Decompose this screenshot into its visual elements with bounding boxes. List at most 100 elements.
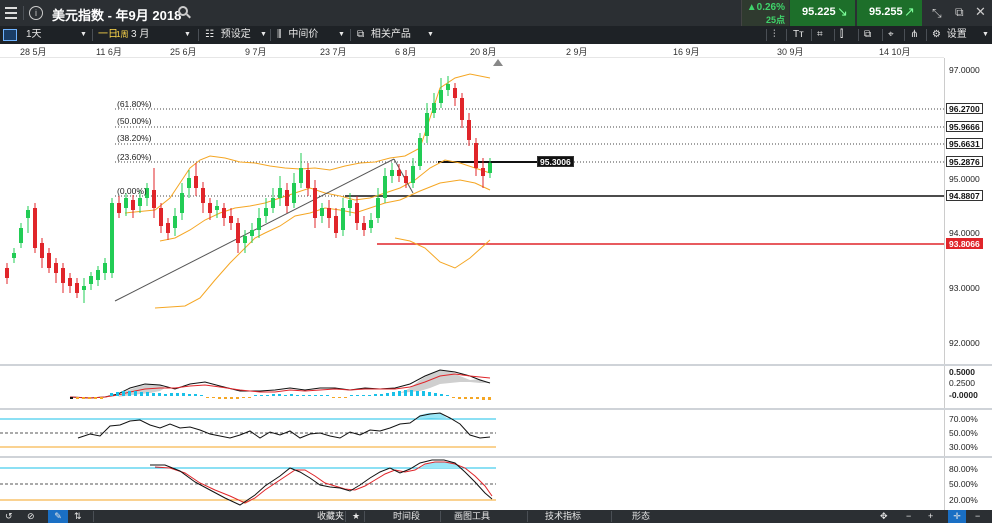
- candle-body: [33, 208, 37, 248]
- macd-bar: [146, 392, 149, 396]
- candle-body: [54, 263, 58, 273]
- popout-icon[interactable]: ⧉: [955, 5, 964, 19]
- candle-body: [138, 198, 142, 206]
- indicators-tab[interactable]: 技术指标: [545, 511, 582, 521]
- settings-label: 设置: [946, 29, 967, 40]
- related-icon: ⧉: [357, 29, 365, 40]
- favorites-tab[interactable]: 收藏夹: [317, 511, 345, 521]
- copy-icon[interactable]: ⧉: [864, 29, 872, 40]
- star-icon[interactable]: ★: [352, 511, 361, 521]
- info-icon[interactable]: i: [29, 6, 43, 20]
- patterns-tab[interactable]: 形态: [632, 511, 651, 521]
- settings-button[interactable]: ⚙ 设置: [932, 26, 967, 44]
- pencil-icon[interactable]: ✎: [48, 510, 68, 523]
- candle-body: [208, 203, 212, 213]
- candle-body: [467, 120, 471, 140]
- macd-bar: [428, 392, 431, 396]
- stochastic-pane: [0, 459, 496, 506]
- macd-bar: [380, 394, 383, 396]
- undo-icon[interactable]: ↺: [5, 511, 13, 521]
- candle-body: [5, 268, 9, 278]
- crosshair-icon[interactable]: ✛: [948, 510, 966, 523]
- candle-body: [383, 176, 387, 198]
- zoom-in-icon[interactable]: +: [928, 511, 934, 521]
- chevron-down-icon[interactable]: ▼: [982, 31, 989, 38]
- related-products-select[interactable]: ⧉ 相关产品 ▼: [357, 26, 435, 44]
- price-type-select[interactable]: ⫼ 中间价 ▼: [277, 26, 347, 44]
- candle-body: [19, 228, 23, 243]
- close-icon[interactable]: ✕: [975, 4, 986, 19]
- candle-body: [124, 198, 128, 208]
- candle-body: [243, 236, 247, 243]
- price-type-icon: ⫼: [277, 29, 282, 40]
- presets-select[interactable]: ☷ 预设定 ▼: [205, 26, 267, 44]
- move-icon[interactable]: ✥: [880, 511, 888, 521]
- macd-bar: [332, 397, 335, 398]
- zoom-out-icon[interactable]: −: [906, 511, 912, 521]
- macd-bar: [82, 397, 85, 399]
- macd-bar: [434, 393, 437, 396]
- stochastic-tick: 80.00%: [949, 464, 978, 474]
- macd-bar: [314, 395, 317, 396]
- macd-bar: [236, 397, 239, 399]
- macd-bar: [224, 397, 227, 399]
- range-day-button[interactable]: 一日: [98, 29, 118, 40]
- range-week-button[interactable]: 1周: [116, 30, 129, 39]
- macd-bar: [218, 397, 221, 399]
- sell-button[interactable]: 95.225 ↘: [790, 0, 855, 26]
- range-month-select[interactable]: 3 月 ▼: [131, 26, 193, 44]
- candle-body: [453, 88, 457, 98]
- menu-icon[interactable]: [5, 7, 17, 19]
- range-month-label: 3 月: [131, 29, 150, 40]
- candle-body: [446, 84, 450, 90]
- fib-price-tag: 95.6631: [946, 138, 983, 149]
- candle-body: [152, 190, 156, 208]
- timeframe-select[interactable]: 1天 ▼: [26, 26, 90, 44]
- candle-body: [362, 223, 366, 230]
- candle-body: [439, 90, 443, 103]
- zoom-out-icon[interactable]: −: [975, 511, 981, 521]
- ban-icon[interactable]: ⊘: [27, 511, 35, 521]
- macd-bar: [482, 397, 485, 400]
- macd-bar: [302, 395, 305, 396]
- date-label: 28 5月: [20, 47, 47, 57]
- search-icon[interactable]: [178, 6, 188, 16]
- candle-body: [292, 183, 296, 203]
- candle-body: [411, 166, 415, 183]
- chart-type-icon[interactable]: ⫿: [840, 29, 844, 40]
- chart-canvas[interactable]: [0, 58, 944, 510]
- change-points: 25点: [765, 15, 785, 25]
- cursor-icon[interactable]: ⇅: [74, 511, 82, 521]
- font-size-icon[interactable]: Tт: [793, 29, 804, 40]
- timeframe-tab[interactable]: 时间段: [393, 511, 421, 521]
- collapse-icon[interactable]: ⤡: [932, 6, 942, 20]
- date-label: 25 6月: [170, 47, 197, 57]
- layout-icon[interactable]: [3, 29, 17, 41]
- macd-bar: [116, 392, 119, 396]
- timeframe-label: 1天: [26, 29, 42, 40]
- date-label: 2 9月: [566, 47, 588, 57]
- candle-body: [488, 163, 492, 173]
- bars-icon[interactable]: ⫶: [773, 29, 776, 40]
- date-label: 30 9月: [777, 47, 804, 57]
- price-line-label[interactable]: 95.3006: [537, 156, 574, 167]
- trend-up-icon: ↘: [837, 4, 848, 19]
- price-tick: 92.0000: [949, 338, 980, 348]
- chart-area[interactable]: (61.80%) (50.00%) (38.20%) (23.60%) (0.0…: [0, 58, 944, 510]
- candle-body: [187, 178, 191, 188]
- macd-bar: [488, 397, 491, 400]
- crosshair-icon[interactable]: ⌖: [888, 29, 894, 40]
- stochastic-tick: 50.00%: [949, 479, 978, 489]
- chevron-down-icon: ▼: [80, 31, 87, 38]
- candle-body: [257, 218, 261, 230]
- fib-label: (0.00%): [117, 186, 147, 196]
- buy-button[interactable]: 95.255 ↗: [857, 0, 922, 26]
- candle-body: [250, 230, 254, 236]
- grid-icon[interactable]: ⌗: [817, 29, 823, 40]
- magnet-icon[interactable]: ⋔: [910, 29, 919, 40]
- drawing-tools-tab[interactable]: 画图工具: [454, 511, 491, 521]
- search-icon-handle: [186, 13, 191, 19]
- macd-bar: [356, 395, 359, 396]
- candle-body: [299, 168, 303, 183]
- macd-bar: [134, 391, 137, 396]
